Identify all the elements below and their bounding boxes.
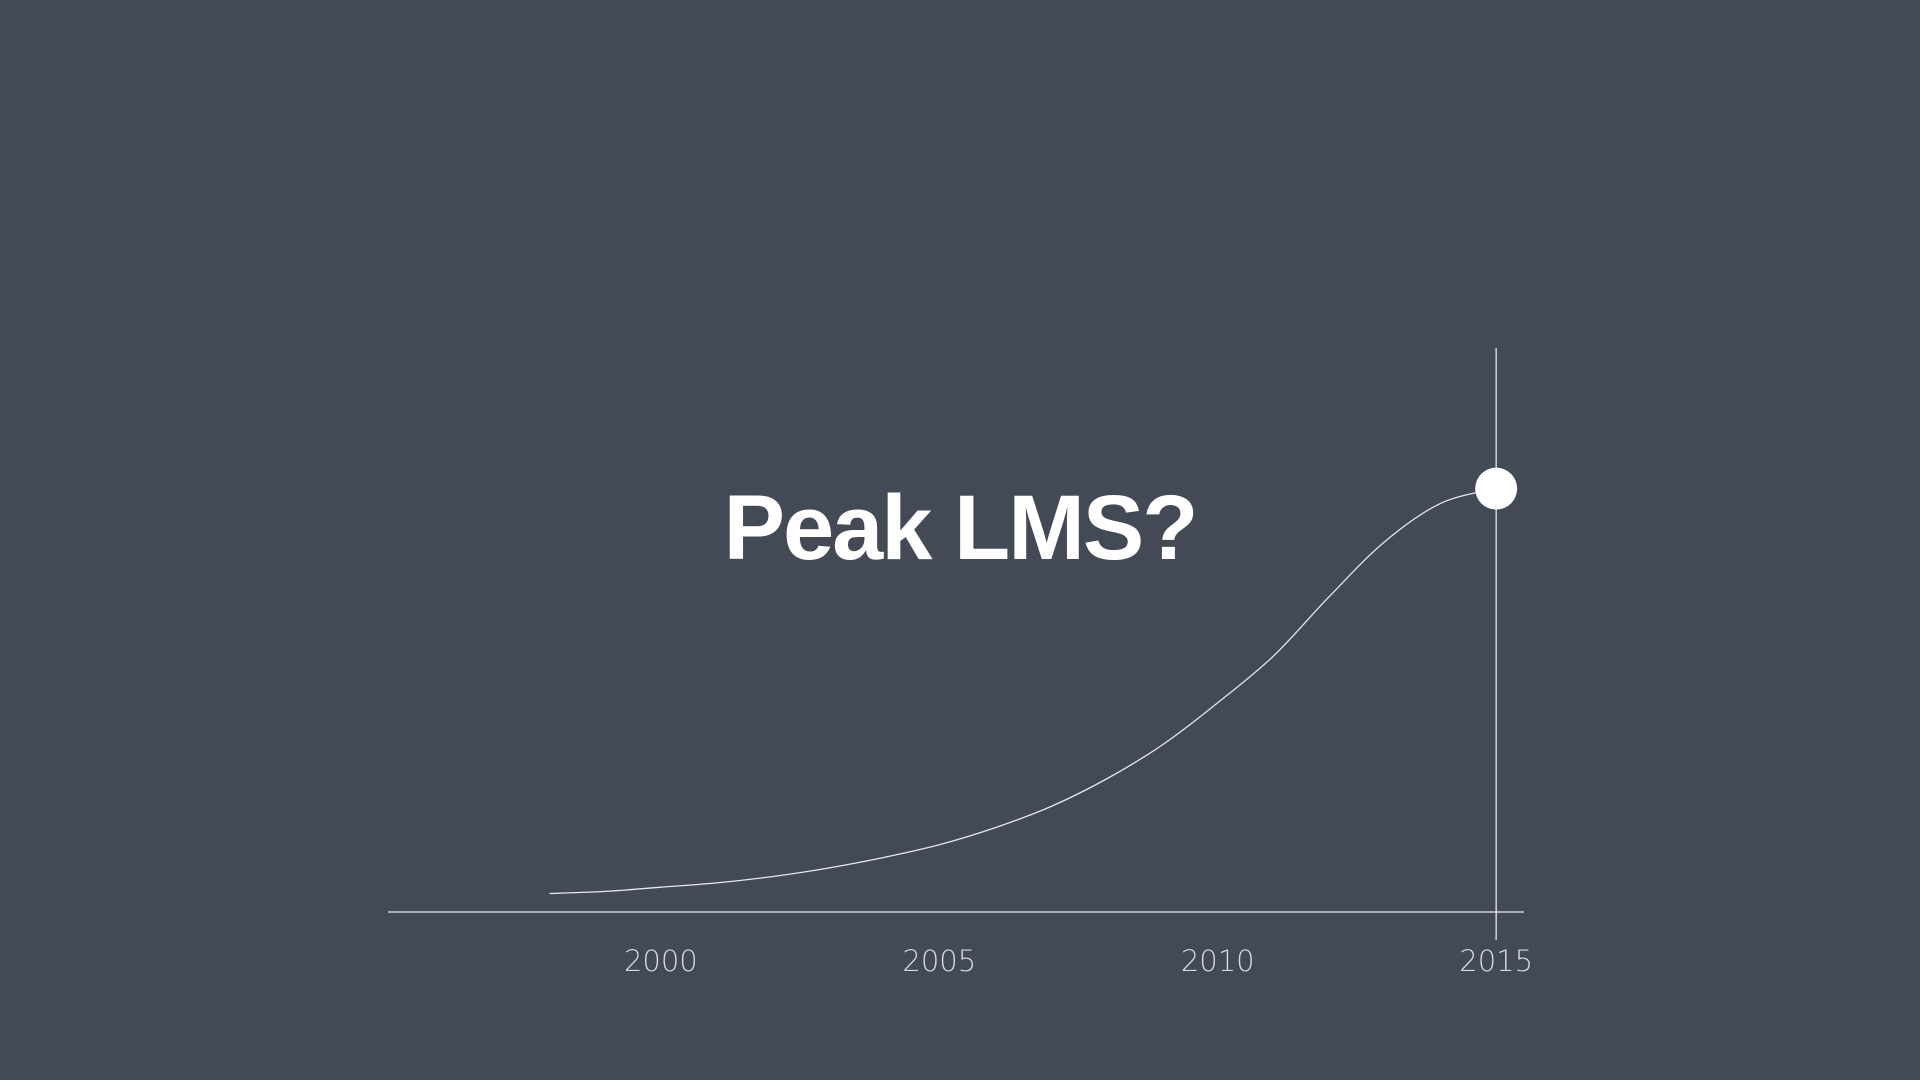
series-line xyxy=(549,487,1497,895)
page-title-text: Peak LMS? xyxy=(723,477,1199,579)
x-tick-label: 2010 xyxy=(1181,944,1255,978)
x-tick-label: 2000 xyxy=(624,944,698,978)
x-tick-labels: 2000 2005 2010 2015 xyxy=(624,944,1533,978)
x-tick-label: 2015 xyxy=(1459,944,1533,978)
page-title: Peak LMS? xyxy=(0,482,1920,574)
x-tick-label: 2005 xyxy=(902,944,976,978)
highlight-point xyxy=(1475,467,1518,510)
